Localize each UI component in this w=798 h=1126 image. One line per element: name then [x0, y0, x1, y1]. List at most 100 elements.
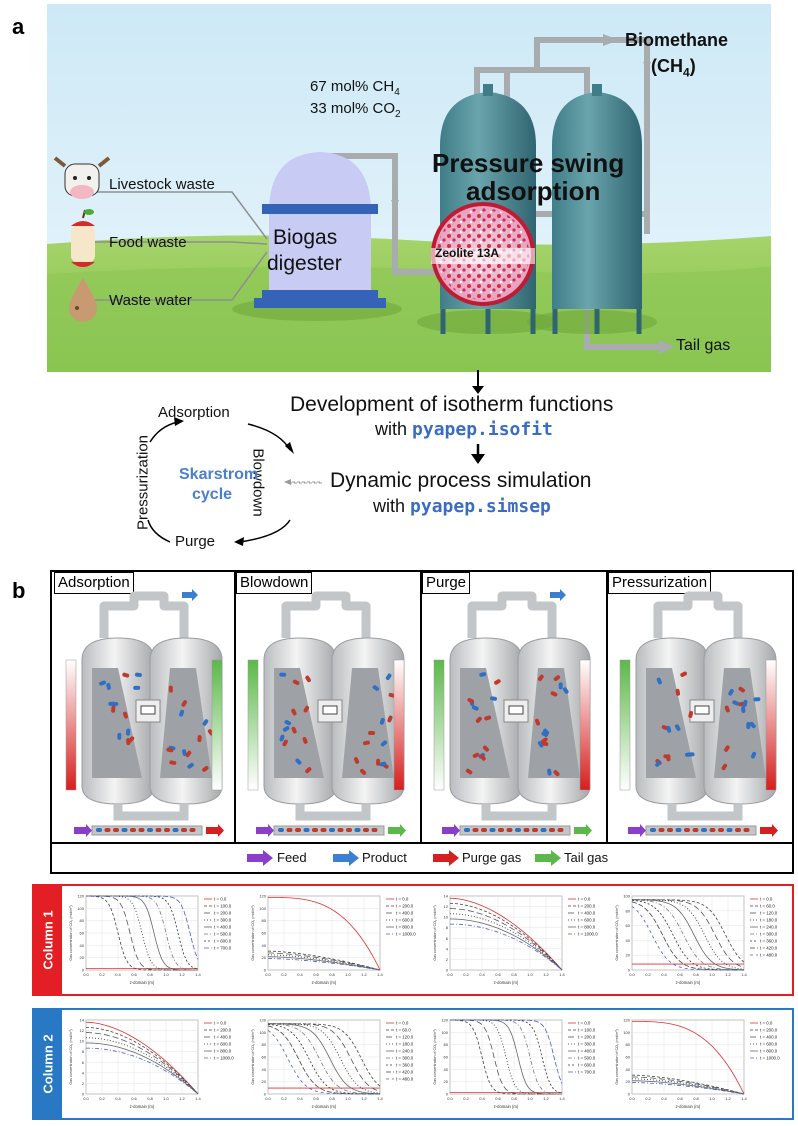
plot-svg: 0.0 0.2 0.4 0.6 0.8 1.0 1.2 1.4 0 20 40 60 80 100 120 z… [251, 1018, 414, 1110]
legend-label: t = 1000.0 [396, 932, 416, 937]
legend-label: t = 600.0 [214, 1042, 232, 1047]
panel-letter-b: b [12, 578, 26, 603]
legend-label: t = 0.0 [214, 1021, 227, 1026]
scene-illustration [47, 4, 771, 372]
y-tick-label: 20 [262, 955, 267, 960]
x-tick-label: 1.2 [361, 1096, 367, 1101]
y-tick-label: 120 [77, 894, 84, 899]
x-tick-label: 0.2 [463, 1096, 469, 1101]
y-tick-label: 4 [446, 946, 449, 951]
y-tick-label: 120 [259, 1018, 266, 1023]
simulation-title: Dynamic process simulation [330, 469, 592, 492]
y-tick-label: 0 [264, 968, 267, 973]
x-tick-label: 1.2 [361, 972, 367, 977]
step-purge: Purge [420, 570, 608, 842]
y-tick-label: 120 [623, 1018, 630, 1023]
legend-label: t = 600.0 [578, 918, 596, 923]
legend-label: t = 1000.0 [760, 1056, 780, 1061]
y-tick-label: 14 [444, 894, 449, 899]
x-tick-label: 0.8 [329, 1096, 335, 1101]
y-tick-label: 60 [262, 931, 267, 936]
y-tick-label: 60 [444, 1055, 449, 1060]
plot-column-2-adsorption: 0.0 0.2 0.4 0.6 0.8 1.0 1.2 1.4 0 2 4 6 8 10 12 14 z-dom… [68, 1014, 246, 1116]
series-line-2 [268, 1023, 381, 1087]
legend-label: t = 300.0 [578, 1042, 596, 1047]
legend-label: t = 300.0 [396, 1056, 414, 1061]
x-tick-label: 0.8 [147, 1096, 153, 1101]
legend-label: t = 420.0 [396, 1070, 414, 1075]
y-tick-label: 60 [262, 1055, 267, 1060]
y-axis-label: Gas concentration of CO₂ (mol/m³) [251, 1029, 255, 1084]
y-tick-label: 60 [626, 923, 631, 928]
x-tick-label: 0.6 [677, 1096, 683, 1101]
x-tick-label: 0.4 [479, 972, 485, 977]
legend-label: t = 120.0 [396, 1035, 414, 1040]
plot-area [85, 1019, 199, 1095]
x-tick-label: 1.2 [179, 972, 185, 977]
co2-value: 33 mol% CO2 [310, 100, 401, 120]
series-line-2 [632, 899, 745, 963]
plot-column-2-purge: 0.0 0.2 0.4 0.6 0.8 1.0 1.2 1.4 0 20 40 60 80 100 120 z… [432, 1014, 610, 1116]
y-tick-label: 0 [446, 1092, 449, 1097]
plot-svg: 0.0 0.2 0.4 0.6 0.8 1.0 1.2 1.4 0 2 4 6 8 10 12 14 z-dom… [433, 894, 598, 986]
x-tick-label: 0.6 [495, 972, 501, 977]
y-tick-label: 40 [626, 938, 631, 943]
x-tick-label: 0.2 [645, 972, 651, 977]
series-line-5 [85, 1042, 199, 1095]
legend-label: t = 200.0 [578, 904, 596, 909]
digester-label-1: Biogas [273, 226, 338, 249]
x-tick-label: 1.0 [163, 972, 169, 977]
series-line-3 [85, 1032, 199, 1095]
legend-label: t = 0.0 [396, 897, 409, 902]
legend-label: t = 100.0 [214, 904, 232, 909]
series-line-2 [449, 903, 563, 971]
y-tick-label: 20 [626, 953, 631, 958]
x-tick-label: 1.0 [345, 972, 351, 977]
series-line-3 [631, 1076, 745, 1095]
x-tick-label: 1.0 [527, 1096, 533, 1101]
legend-label: t = 1000.0 [214, 1056, 234, 1061]
x-tick-label: 0.0 [629, 972, 635, 977]
legend-label: t = 600.0 [214, 939, 232, 944]
x-tick-label: 0.8 [693, 1096, 699, 1101]
plot-column-2-pressurization: 0.0 0.2 0.4 0.6 0.8 1.0 1.2 1.4 0 20 40 60 80 100 120 z… [614, 1014, 792, 1116]
legend-label: t = 500.0 [214, 932, 232, 937]
x-tick-label: 0.8 [329, 972, 335, 977]
y-tick-label: 4 [82, 1070, 85, 1075]
column-2-tab: Column 2 [34, 1010, 62, 1118]
series-line-5 [631, 899, 745, 971]
y-tick-label: 6 [82, 1060, 85, 1065]
y-tick-label: 120 [259, 894, 266, 899]
y-axis-label: Gas concentration of CO₂ (mol/m³) [251, 905, 255, 960]
biomethane-label: Biomethane [625, 30, 729, 50]
digester-label-2: digester [267, 252, 342, 275]
legend-label: t = 400.0 [396, 911, 414, 916]
x-axis-label: z-domain (m) [130, 980, 155, 985]
legend-label: t = 600.0 [760, 1042, 778, 1047]
legend-arrow-1 [247, 850, 273, 866]
y-tick-label: 40 [444, 1067, 449, 1072]
y-axis-label: Gas concentration of CO₂ (mol/m³) [615, 905, 619, 960]
legend-label: t = 480.0 [396, 1077, 414, 1082]
y-tick-label: 100 [441, 1030, 448, 1035]
legend-label: t = 200.0 [578, 1035, 596, 1040]
legend-label: t = 800.0 [760, 1049, 778, 1054]
legend-label: t = 0.0 [760, 1021, 773, 1026]
x-tick-label: 0.4 [661, 972, 667, 977]
y-tick-label: 120 [441, 1018, 448, 1023]
cycle-step-purge: Purge [175, 533, 216, 550]
plot-svg: 0.0 0.2 0.4 0.6 0.8 1.0 1.2 1.4 0 20 40 60 80 100 z-do… [615, 894, 778, 986]
y-tick-label: 100 [77, 906, 84, 911]
step-label-purge: Purge [422, 572, 471, 594]
y-tick-label: 100 [259, 906, 266, 911]
legend-label: t = 200.0 [214, 911, 232, 916]
zeolite-icon [431, 202, 535, 306]
y-axis-label: Gas concentration of CO₂ (mol/m³) [433, 905, 437, 960]
series-line-8 [267, 1025, 380, 1095]
x-tick-label: 0.2 [99, 1096, 105, 1101]
step-blowdown: Blowdown [234, 570, 422, 842]
cow-icon [53, 156, 111, 199]
biomethane-formula: (CH4) [651, 56, 696, 80]
y-tick-label: 80 [444, 1042, 449, 1047]
legend-label: t = 0.0 [214, 897, 227, 902]
